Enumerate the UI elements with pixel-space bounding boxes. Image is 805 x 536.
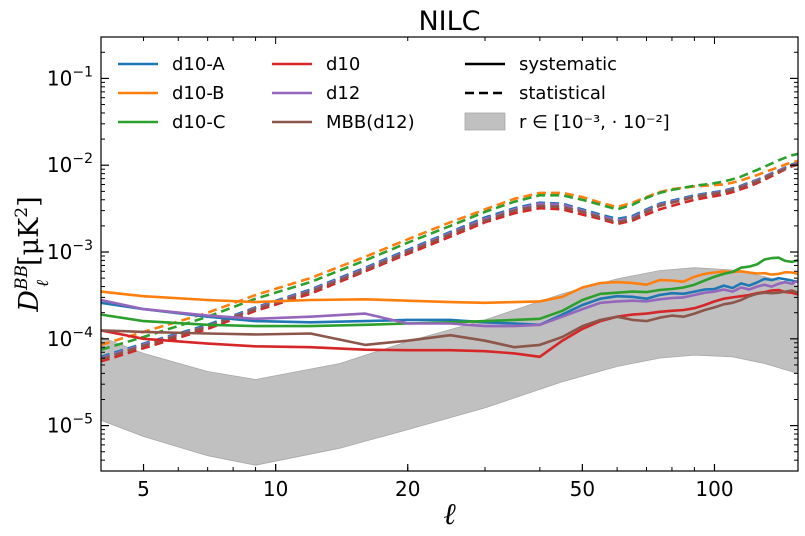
x-tick-label: 5 [137, 477, 150, 501]
legend-label-r-10-10: r ∈ [10⁻³, · 10⁻²] [519, 112, 670, 133]
y-tick-label: 10−4 [47, 325, 93, 351]
plot-area [101, 152, 798, 466]
series-mbb-d12-dashed [101, 162, 798, 361]
legend-label-d10-b: d10-B [172, 83, 225, 104]
y-tick-label: 10−2 [47, 151, 93, 177]
r-band [101, 267, 798, 466]
legend: d10-A d10-B d10-C d10 d12 MBB(d12) systematic s… [118, 54, 670, 133]
axes-frame [100, 36, 799, 472]
legend-label-mbb-d12: MBB(d12) [326, 112, 415, 133]
y-axis-label-units: [μK [14, 217, 45, 266]
legend-label-systematic: systematic [519, 54, 617, 75]
series-d10-b-solid [101, 269, 798, 305]
series-d10-c-solid [101, 256, 798, 328]
x-tick-label: 10 [263, 477, 288, 501]
y-tick-label: 10−5 [47, 412, 93, 438]
legend-swatch-band [464, 112, 506, 131]
x-tick-label: 100 [695, 477, 733, 501]
y-axis-label: DBBℓ [μK2] [12, 196, 53, 312]
series-mbb-d12-solid [101, 289, 798, 349]
y-tick-label: 10−3 [47, 238, 93, 264]
svg-text:DBBℓ[μK2]: DBBℓ [μK2] [12, 196, 53, 312]
legend-label-d10: d10 [326, 54, 360, 75]
y-axis-label-units-sup: 2 [12, 207, 32, 218]
y-axis-label-symbol: D [14, 290, 45, 313]
legend-label-d12: d12 [326, 83, 360, 104]
legend-label-statistical: statistical [519, 83, 606, 104]
series-d10-b-dashed [101, 159, 798, 347]
y-axis-label-sup: BB [12, 265, 32, 291]
x-tick-label: 20 [395, 477, 420, 501]
axes-ticks: 5 10 20 50 100 10−5 10−4 10−3 10−2 10−1 [47, 37, 798, 501]
legend-label-d10-a: d10-A [172, 54, 225, 75]
x-tick-label: 50 [570, 477, 595, 501]
x-axis-label: ℓ [443, 497, 456, 532]
series-d10-c-dashed [101, 152, 798, 351]
series-d10-dashed [101, 163, 798, 363]
y-axis-label-sub: ℓ [33, 280, 53, 287]
y-tick-label: 10−1 [47, 64, 93, 90]
chart-title: NILC [418, 6, 480, 37]
series-d12-solid [101, 279, 798, 328]
legend-label-d10-c: d10-C [172, 112, 225, 133]
series-d10-a-solid [101, 276, 798, 327]
y-axis-label-units-close: ] [14, 196, 45, 207]
